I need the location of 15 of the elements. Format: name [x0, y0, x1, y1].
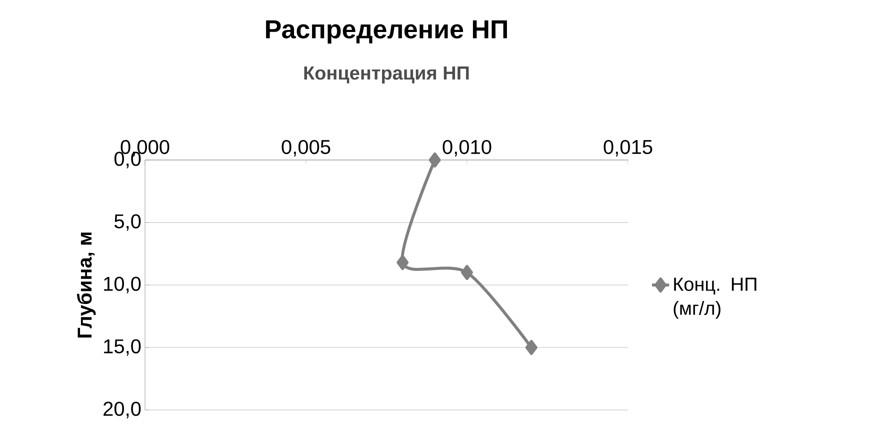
point [461, 264, 474, 280]
y-tick-label: 20,0 [104, 402, 141, 418]
x-tick-label: 0,005 [282, 140, 330, 156]
point [525, 340, 538, 355]
point [428, 152, 441, 168]
x-tick-label: 0,010 [442, 140, 492, 156]
point [396, 254, 409, 270]
x-tick-label: 0,015 [604, 140, 652, 156]
y-axis-title: Глубина, м [76, 232, 96, 338]
y-tick-label: 10,0 [104, 276, 141, 294]
legend-label: Конц. НП (мг/л) [674, 278, 756, 319]
chart-title: Распределение НП [266, 20, 507, 44]
y-tick-label: 15,0 [104, 339, 141, 356]
y-tick-label: 5,0 [114, 214, 141, 231]
x-axis-title: Концентрация НП [304, 66, 469, 84]
